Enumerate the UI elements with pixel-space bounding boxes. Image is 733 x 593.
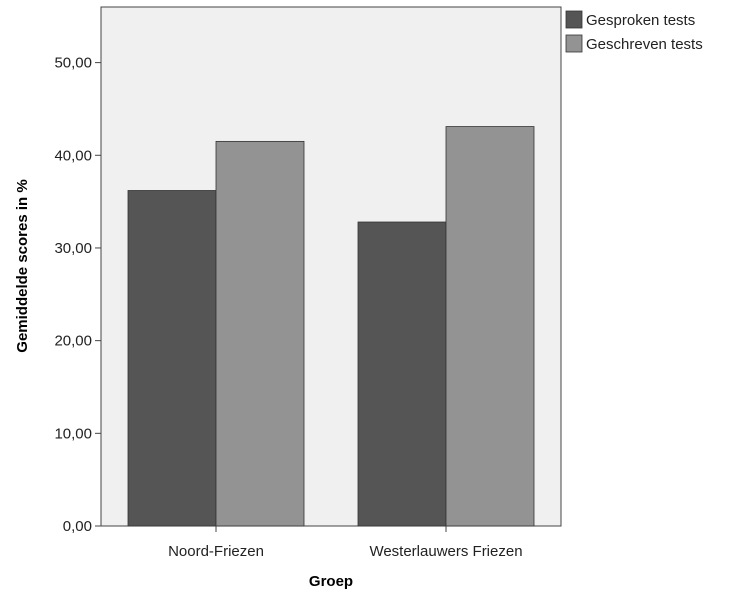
legend-swatch: [565, 34, 583, 53]
y-axis-title: Gemiddelde scores in %: [14, 179, 31, 352]
legend-swatch: [565, 10, 583, 29]
legend-label: Geschreven tests: [586, 36, 703, 53]
bar-geschreven-tests-westerlauwers-friezen: [445, 126, 535, 527]
legend-label: Gesproken tests: [586, 12, 695, 29]
y-tick-label: 40,00: [54, 147, 92, 164]
y-tick-label: 10,00: [54, 425, 92, 442]
y-tick-label: 20,00: [54, 333, 92, 350]
x-tick-label: Noord-Friezen: [168, 543, 264, 560]
bars-group: [127, 126, 535, 527]
bar-gesproken-tests-noord-friezen: [127, 190, 217, 527]
y-axis: 0,00 10,00 20,00 30,00 40,00 50,00: [54, 55, 101, 535]
legend: Gesproken tests Geschreven tests: [565, 10, 703, 53]
x-axis: Noord-Friezen Westerlauwers Friezen: [168, 526, 523, 560]
y-tick-label: 30,00: [54, 240, 92, 257]
bar-gesproken-tests-westerlauwers-friezen: [357, 221, 447, 527]
bar-geschreven-tests-noord-friezen: [215, 140, 305, 527]
x-axis-title: Groep: [309, 573, 353, 590]
y-tick-label: 0,00: [63, 518, 92, 535]
y-tick-label: 50,00: [54, 55, 92, 72]
x-tick-label: Westerlauwers Friezen: [369, 543, 522, 560]
